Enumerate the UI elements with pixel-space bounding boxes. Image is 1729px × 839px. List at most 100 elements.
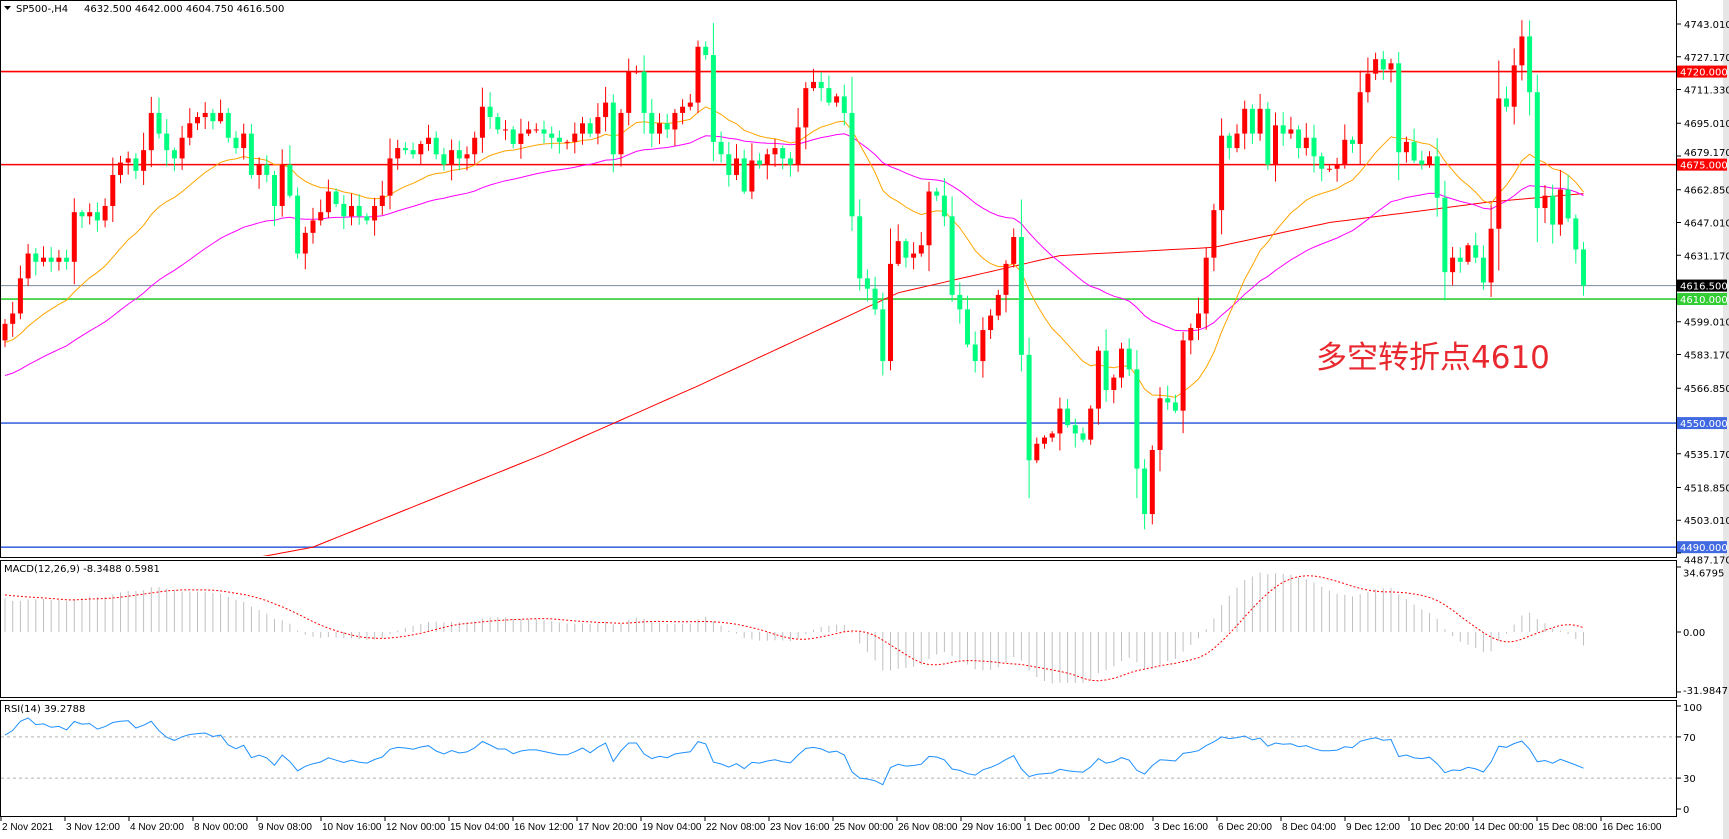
candle-bearish[interactable]	[641, 71, 647, 113]
candle-bearish[interactable]	[1457, 257, 1463, 262]
candle-bearish[interactable]	[487, 106, 493, 118]
candle-bearish[interactable]	[957, 294, 963, 310]
candle-bearish[interactable]	[1534, 92, 1540, 209]
candle-bearish[interactable]	[1565, 189, 1571, 219]
candle-bullish[interactable]	[980, 330, 986, 362]
candle-bearish[interactable]	[441, 154, 447, 165]
candle-bearish[interactable]	[1396, 63, 1402, 153]
candle-bearish[interactable]	[1480, 257, 1486, 283]
candle-bullish[interactable]	[125, 158, 131, 163]
candle-bullish[interactable]	[580, 123, 585, 134]
candle-bearish[interactable]	[872, 288, 878, 310]
candle-bullish[interactable]	[1149, 449, 1155, 515]
candle-bullish[interactable]	[695, 46, 701, 103]
candle-bearish[interactable]	[94, 212, 100, 221]
candle-bearish[interactable]	[826, 88, 832, 103]
candle-bullish[interactable]	[1403, 141, 1409, 153]
candle-bullish[interactable]	[564, 141, 570, 143]
candle-bullish[interactable]	[25, 253, 31, 279]
candle-bearish[interactable]	[841, 96, 847, 113]
candle-bearish[interactable]	[272, 174, 277, 206]
candle-bullish[interactable]	[141, 150, 147, 171]
candle-bearish[interactable]	[818, 81, 824, 89]
candle-bullish[interactable]	[918, 245, 924, 254]
candle-bullish[interactable]	[87, 212, 93, 217]
candle-bullish[interactable]	[1542, 195, 1548, 209]
candle-bullish[interactable]	[1242, 108, 1248, 134]
candle-bullish[interactable]	[1273, 125, 1278, 165]
candle-bullish[interactable]	[449, 150, 455, 165]
candle-bearish[interactable]	[171, 150, 177, 159]
candle-bearish[interactable]	[1319, 156, 1325, 169]
candle-bullish[interactable]	[1427, 156, 1432, 165]
candle-bearish[interactable]	[264, 164, 270, 175]
candle-bullish[interactable]	[418, 143, 424, 155]
candle-bullish[interactable]	[526, 129, 532, 134]
candle-bullish[interactable]	[749, 160, 755, 192]
candle-bearish[interactable]	[156, 112, 162, 134]
candle-bullish[interactable]	[1111, 377, 1117, 391]
candle-bearish[interactable]	[1249, 108, 1255, 134]
candle-bearish[interactable]	[410, 150, 416, 155]
candle-bearish[interactable]	[210, 112, 216, 122]
candle-bullish[interactable]	[680, 106, 686, 113]
candle-bearish[interactable]	[402, 148, 408, 151]
candle-bearish[interactable]	[1311, 137, 1317, 157]
candle-bearish[interactable]	[510, 129, 516, 144]
candle-bullish[interactable]	[803, 88, 809, 128]
candle-bearish[interactable]	[664, 123, 670, 130]
candle-bearish[interactable]	[726, 154, 732, 175]
candle-bearish[interactable]	[1026, 354, 1032, 461]
candle-bullish[interactable]	[148, 112, 154, 151]
candle-bullish[interactable]	[1288, 129, 1294, 134]
candle-bullish[interactable]	[1388, 63, 1394, 70]
candle-bearish[interactable]	[1473, 245, 1479, 258]
candle-bullish[interactable]	[1365, 73, 1371, 93]
candle-bullish[interactable]	[1157, 398, 1163, 450]
candle-bearish[interactable]	[1296, 129, 1302, 149]
candle-bullish[interactable]	[241, 133, 247, 149]
dropdown-triangle-icon[interactable]	[4, 6, 11, 10]
candle-bullish[interactable]	[179, 137, 185, 159]
candle-bearish[interactable]	[233, 137, 239, 149]
candle-bullish[interactable]	[1496, 98, 1502, 229]
candle-bullish[interactable]	[202, 112, 208, 118]
candle-bullish[interactable]	[734, 158, 739, 175]
candle-bearish[interactable]	[1434, 156, 1440, 198]
candle-bullish[interactable]	[1119, 348, 1124, 378]
candle-bearish[interactable]	[710, 55, 716, 142]
candle-bullish[interactable]	[218, 112, 224, 122]
candle-bullish[interactable]	[1234, 133, 1240, 149]
candle-bullish[interactable]	[764, 154, 770, 165]
candle-bullish[interactable]	[572, 133, 578, 142]
candle-bullish[interactable]	[1326, 168, 1332, 170]
candle-bearish[interactable]	[356, 205, 362, 217]
candle-bullish[interactable]	[795, 127, 801, 165]
candle-bearish[interactable]	[1126, 348, 1132, 370]
candle-bullish[interactable]	[1219, 135, 1225, 211]
candle-bullish[interactable]	[626, 71, 632, 113]
candle-bullish[interactable]	[518, 133, 524, 144]
candle-bearish[interactable]	[456, 150, 462, 159]
candle-bullish[interactable]	[1303, 137, 1309, 149]
candle-bullish[interactable]	[2, 323, 8, 341]
candle-bullish[interactable]	[603, 102, 609, 118]
candle-bullish[interactable]	[1196, 313, 1201, 328]
candle-bearish[interactable]	[880, 309, 886, 362]
candle-bullish[interactable]	[888, 263, 893, 362]
candle-bearish[interactable]	[941, 195, 947, 217]
candle-bullish[interactable]	[256, 164, 262, 175]
candle-bearish[interactable]	[1411, 141, 1417, 161]
candle-bearish[interactable]	[757, 160, 763, 165]
candle-bullish[interactable]	[1180, 340, 1186, 411]
candle-bullish[interactable]	[1034, 443, 1040, 461]
candle-bearish[interactable]	[79, 212, 85, 217]
candle-bullish[interactable]	[618, 112, 624, 155]
candle-bearish[interactable]	[1265, 108, 1271, 165]
candle-bearish[interactable]	[33, 253, 39, 262]
candle-bullish[interactable]	[187, 123, 193, 138]
candle-bearish[interactable]	[64, 257, 70, 262]
candle-bullish[interactable]	[1203, 257, 1209, 314]
candle-bullish[interactable]	[118, 162, 123, 175]
candle-bullish[interactable]	[325, 191, 331, 213]
